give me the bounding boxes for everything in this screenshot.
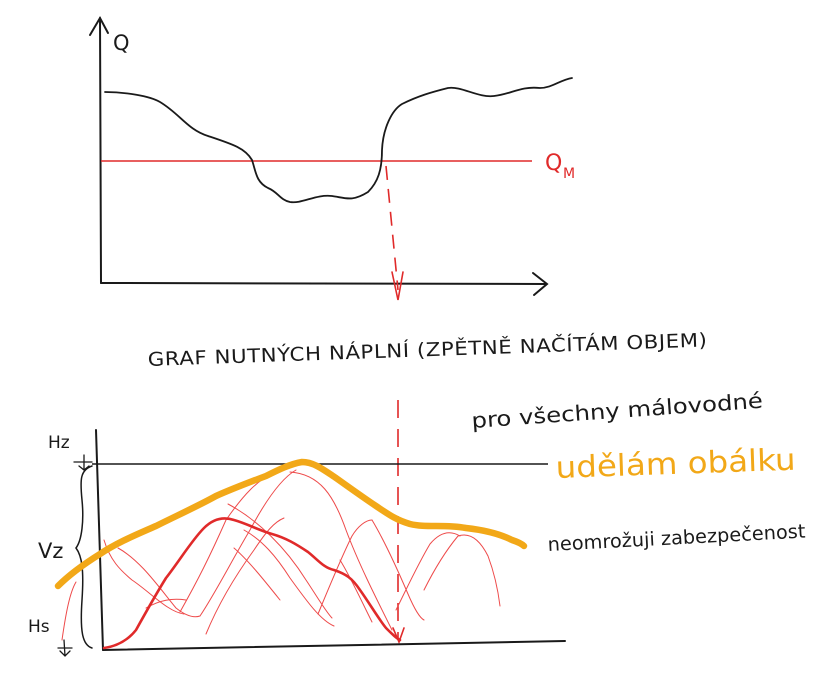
vz-brace <box>75 465 93 649</box>
projection-arrow-icon <box>391 271 404 301</box>
bottom-y-axis <box>95 429 104 651</box>
fill-curve-14 <box>423 534 501 607</box>
note-all-low-flow: pro všechny málovodné <box>471 389 764 433</box>
top-x-arrow-icon <box>532 272 549 296</box>
fill-curve-6 <box>205 517 285 635</box>
fill-curve-9 <box>289 471 393 631</box>
fill-curve-12 <box>339 559 373 623</box>
svg-text:M: M <box>563 166 575 182</box>
fill-curve-4 <box>179 473 273 613</box>
projection-arrow-bottom-icon <box>392 627 405 645</box>
note-no-reliability: neomrožuji zabezpečenost <box>547 521 806 556</box>
fill-curve-3 <box>117 547 201 618</box>
note-envelope: udělám obálku <box>555 443 796 486</box>
fill-curve-5 <box>199 469 297 617</box>
hz-label: Hz <box>48 433 70 453</box>
diagram-title: GRAF NUTNÝCH NÁPLNÍ (ZPĚTNĚ NAČÍTÁM OBJE… <box>147 327 707 371</box>
fill-curve-2 <box>61 581 77 641</box>
fill-curve-10 <box>317 519 373 615</box>
fill-curve-11 <box>371 519 425 621</box>
hs-tick-icon <box>57 639 73 657</box>
top-y-arrow-icon <box>89 15 109 36</box>
fill-curves <box>61 469 501 641</box>
flow-curve <box>104 77 573 204</box>
hz-tick-icon <box>73 454 93 471</box>
top-x-axis <box>100 282 547 285</box>
threshold-label: Q M <box>545 151 575 182</box>
envelope-curve <box>54 458 528 590</box>
fill-curve-16 <box>233 547 281 601</box>
hs-label: Hs <box>28 617 50 637</box>
fill-curve-13 <box>395 532 461 611</box>
design-fill-curve <box>102 517 402 650</box>
svg-text:Q: Q <box>545 151 562 176</box>
fill-volume-graph: Hz Vz Hs <box>28 429 566 657</box>
flow-graph: Q Q M <box>89 15 575 301</box>
top-y-axis-label: Q <box>113 31 130 55</box>
fill-curve-7 <box>243 529 335 627</box>
top-y-axis <box>99 17 102 284</box>
fill-curve-1 <box>103 539 185 615</box>
projection-dash-top <box>385 165 399 291</box>
vz-label: Vz <box>38 539 63 563</box>
bottom-x-axis <box>102 640 566 651</box>
fill-curve-8 <box>227 503 333 619</box>
